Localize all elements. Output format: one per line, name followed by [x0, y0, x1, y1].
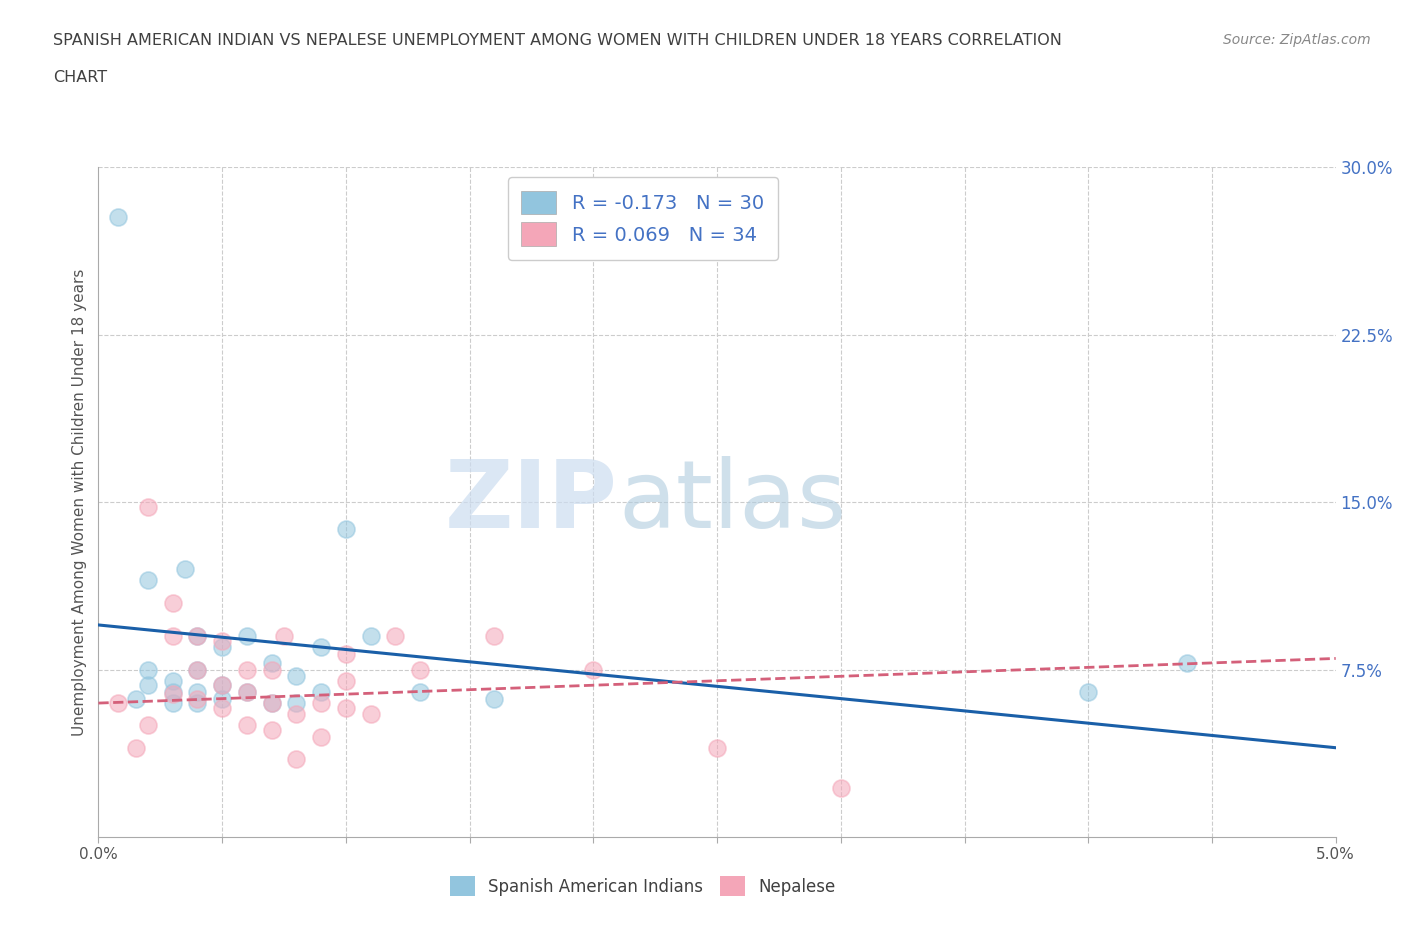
Point — [136, 573, 159, 588]
Point — [285, 669, 308, 684]
Point — [211, 678, 233, 693]
Text: SPANISH AMERICAN INDIAN VS NEPALESE UNEMPLOYMENT AMONG WOMEN WITH CHILDREN UNDER: SPANISH AMERICAN INDIAN VS NEPALESE UNEM… — [53, 33, 1063, 47]
Point — [162, 686, 184, 701]
Point — [211, 633, 233, 648]
Point — [162, 696, 184, 711]
Point — [236, 662, 259, 677]
Text: Source: ZipAtlas.com: Source: ZipAtlas.com — [1223, 33, 1371, 46]
Point — [309, 696, 332, 711]
Point — [162, 673, 184, 688]
Point — [409, 684, 432, 699]
Text: ZIP: ZIP — [446, 457, 619, 548]
Point — [706, 740, 728, 755]
Point — [124, 740, 146, 755]
Point — [360, 629, 382, 644]
Point — [211, 700, 233, 715]
Point — [273, 629, 295, 644]
Point — [484, 629, 506, 644]
Point — [260, 696, 283, 711]
Point — [136, 678, 159, 693]
Point — [260, 656, 283, 671]
Point — [186, 662, 208, 677]
Point — [124, 691, 146, 706]
Point — [360, 707, 382, 722]
Point — [309, 640, 332, 655]
Legend: Spanish American Indians, Nepalese: Spanish American Indians, Nepalese — [443, 870, 842, 902]
Point — [236, 629, 259, 644]
Point — [335, 522, 357, 537]
Point — [1175, 656, 1198, 671]
Point — [335, 673, 357, 688]
Point — [260, 662, 283, 677]
Point — [136, 662, 159, 677]
Point — [409, 662, 432, 677]
Y-axis label: Unemployment Among Women with Children Under 18 years: Unemployment Among Women with Children U… — [72, 269, 87, 736]
Point — [211, 640, 233, 655]
Point — [186, 691, 208, 706]
Point — [236, 718, 259, 733]
Point — [162, 595, 184, 610]
Point — [211, 691, 233, 706]
Point — [830, 780, 852, 795]
Point — [484, 691, 506, 706]
Point — [285, 696, 308, 711]
Text: atlas: atlas — [619, 457, 846, 548]
Point — [162, 684, 184, 699]
Point — [309, 684, 332, 699]
Point — [582, 662, 605, 677]
Point — [236, 684, 259, 699]
Point — [1077, 684, 1099, 699]
Point — [107, 696, 129, 711]
Point — [260, 723, 283, 737]
Point — [162, 629, 184, 644]
Point — [309, 729, 332, 744]
Point — [285, 707, 308, 722]
Point — [335, 646, 357, 661]
Text: CHART: CHART — [53, 70, 107, 85]
Point — [186, 629, 208, 644]
Point — [174, 562, 197, 577]
Point — [236, 684, 259, 699]
Point — [186, 696, 208, 711]
Point — [211, 678, 233, 693]
Point — [136, 718, 159, 733]
Point — [186, 662, 208, 677]
Point — [384, 629, 406, 644]
Point — [136, 499, 159, 514]
Point — [285, 751, 308, 766]
Point — [186, 684, 208, 699]
Point — [107, 209, 129, 224]
Point — [260, 696, 283, 711]
Point — [186, 629, 208, 644]
Point — [335, 700, 357, 715]
